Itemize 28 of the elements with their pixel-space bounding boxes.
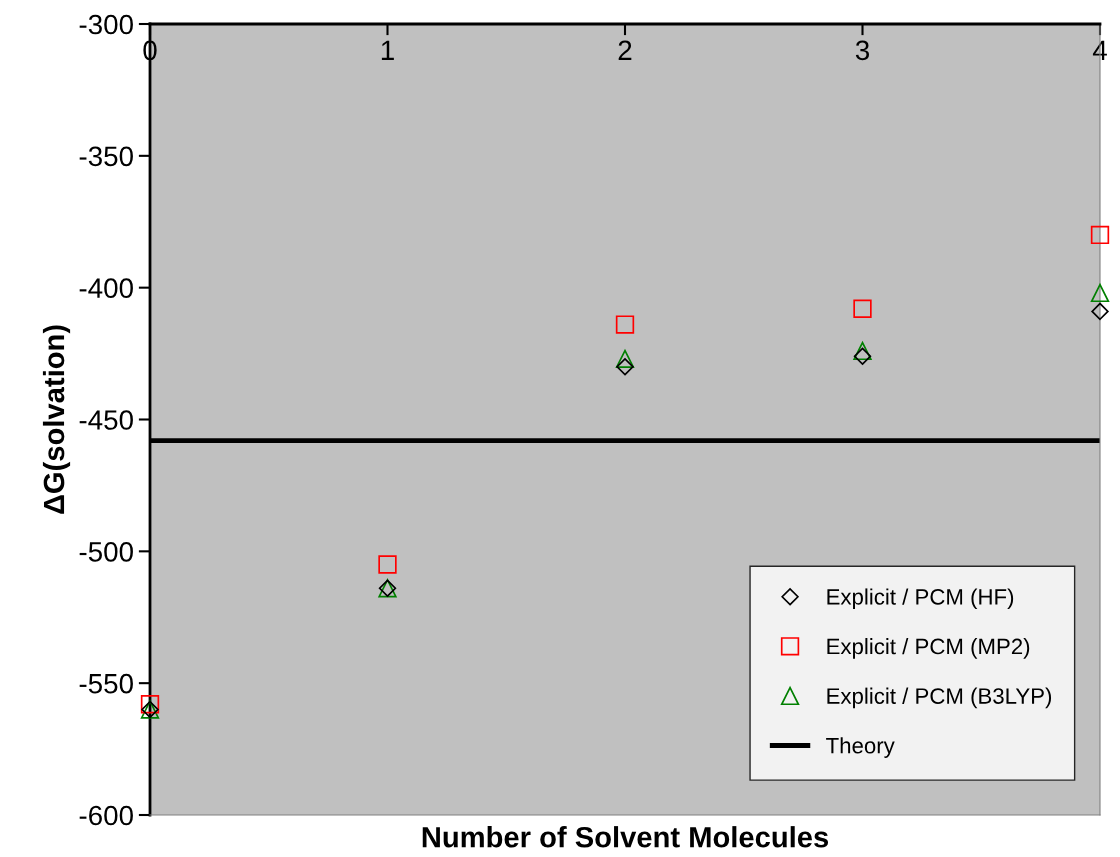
legend-label: Explicit / PCM (HF) xyxy=(827,588,1014,610)
x-axis-title: Number of Solvent Molecules xyxy=(422,826,829,848)
x-tick-label: 1 xyxy=(381,40,394,60)
x-tick-label: 3 xyxy=(855,40,869,61)
point xyxy=(378,555,397,574)
point xyxy=(615,315,635,334)
point xyxy=(853,299,872,318)
point xyxy=(1090,283,1110,303)
y-tick-label: -500 xyxy=(79,542,133,562)
y-tick-label: -600 xyxy=(79,805,133,826)
legend-label: Explicit / PCM (B3LYP) xyxy=(827,687,1052,709)
point xyxy=(1091,302,1109,321)
y-tick-label: -550 xyxy=(79,673,133,694)
point xyxy=(615,349,635,369)
y-tick-label: -300 xyxy=(79,14,133,35)
point xyxy=(1090,225,1110,245)
point xyxy=(616,358,634,376)
x-tick-label: 4 xyxy=(1092,40,1107,60)
y-tick-label: -350 xyxy=(79,146,133,167)
point xyxy=(853,341,872,361)
point xyxy=(853,347,872,365)
point xyxy=(140,695,160,714)
legend-label: Explicit / PCM (MP2) xyxy=(827,638,1030,659)
y-tick-label: -400 xyxy=(79,278,133,299)
x-tick-label: 2 xyxy=(618,40,632,60)
legend-label: Theory xyxy=(826,737,895,758)
y-axis-title: ΔG(solvation) xyxy=(42,325,71,514)
y-tick-label: -450 xyxy=(79,410,133,430)
